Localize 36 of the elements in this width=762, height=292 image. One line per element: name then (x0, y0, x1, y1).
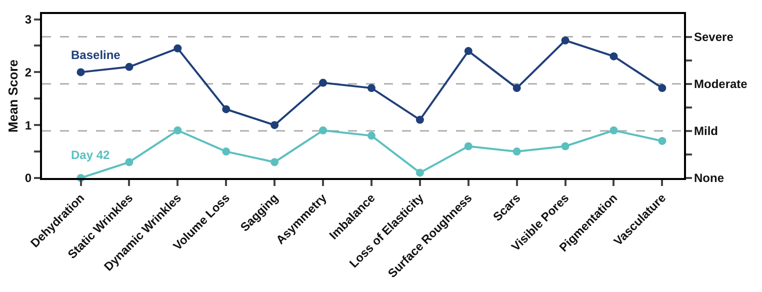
point (610, 52, 618, 60)
point (270, 158, 279, 166)
point (561, 142, 570, 150)
point (658, 84, 666, 92)
point (125, 158, 134, 166)
y-tick-label: 0 (24, 171, 32, 186)
point (270, 121, 279, 130)
ref-line-label: Mild (694, 124, 718, 138)
point (367, 132, 376, 140)
point (174, 126, 182, 134)
point (512, 84, 521, 92)
y-axis-title: Mean Score (5, 60, 20, 132)
point (174, 44, 182, 52)
series-label: Baseline (71, 48, 121, 62)
point (125, 62, 134, 71)
ref-line-label: Moderate (694, 77, 748, 91)
point (658, 136, 666, 145)
point (416, 168, 424, 177)
y-tick-label: 2 (24, 65, 32, 80)
point (319, 78, 328, 87)
point (367, 84, 376, 92)
point (222, 105, 230, 114)
point (319, 126, 328, 134)
y-tick-label: 1 (24, 118, 32, 132)
point (222, 148, 230, 156)
point (416, 116, 424, 124)
ref-line-label: None (694, 171, 724, 185)
point (610, 126, 618, 134)
point (561, 36, 570, 44)
point (464, 47, 472, 56)
series-label: Day 42 (71, 148, 110, 162)
point (76, 68, 85, 76)
point (464, 142, 472, 150)
ref-line-label: Severe (694, 30, 734, 44)
point (512, 148, 521, 156)
y-tick-label: 3 (24, 12, 32, 26)
